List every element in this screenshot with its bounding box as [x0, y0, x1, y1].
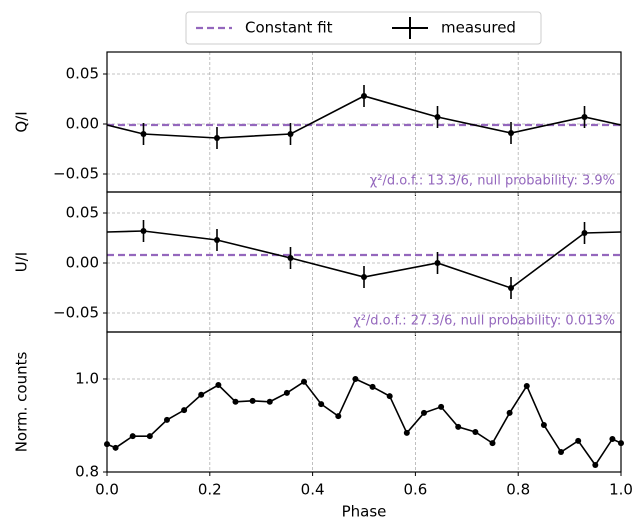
data-point — [575, 437, 582, 444]
data-point — [283, 389, 290, 396]
data-point — [249, 397, 256, 404]
data-point — [129, 433, 136, 440]
data-point — [181, 407, 188, 414]
plot-frame — [106, 331, 622, 473]
legend: Constant fit measured — [185, 11, 542, 45]
data-point — [140, 228, 147, 234]
x-tick-label: 0.8 — [506, 481, 530, 499]
data-point — [352, 375, 359, 382]
x-tick-label: 0.4 — [301, 481, 325, 499]
data-point — [489, 440, 496, 447]
data-point — [318, 401, 325, 408]
data-point — [420, 409, 427, 416]
x-tick-label: 1.0 — [609, 481, 633, 499]
data-point — [506, 409, 513, 416]
data-point — [438, 403, 445, 410]
legend-box — [185, 11, 542, 45]
data-point — [213, 237, 220, 243]
x-tick-label: 0.2 — [198, 481, 222, 499]
data-point — [540, 422, 547, 429]
y-tick-label: 0.05 — [66, 204, 99, 222]
y-tick-label: 0.05 — [66, 65, 99, 83]
series-line — [106, 377, 622, 467]
data-point — [213, 135, 220, 141]
y-axis-label: U/I — [13, 252, 31, 272]
y-tick-label: 0.00 — [66, 254, 99, 272]
data-point — [386, 393, 393, 400]
data-point — [472, 429, 479, 435]
fit-annotation: χ²/d.o.f.: 27.3/6, null probability: 0.0… — [353, 314, 615, 329]
data-point — [523, 382, 530, 389]
x-tick-label: 0.0 — [95, 481, 119, 499]
data-point — [215, 382, 222, 389]
data-point — [455, 423, 462, 430]
data-point — [403, 429, 410, 436]
y-tick-label: 1.0 — [75, 369, 99, 387]
data-point — [558, 449, 565, 455]
legend-label: Constant fit — [245, 19, 333, 37]
data-point — [232, 398, 239, 405]
data-point — [198, 391, 205, 398]
data-point — [369, 383, 376, 390]
data-point — [592, 462, 599, 469]
data-point — [266, 398, 273, 405]
y-tick-label: 0.00 — [66, 115, 99, 133]
y-axis-label: Q/I — [13, 111, 31, 132]
data-point — [434, 260, 441, 266]
y-axis-label: Norm. counts — [13, 352, 31, 453]
fit-annotation: χ²/d.o.f.: 13.3/6, null probability: 3.9… — [370, 174, 615, 189]
data-point — [335, 413, 342, 420]
data-point — [361, 93, 367, 99]
data-point — [140, 131, 147, 137]
data-point — [287, 131, 294, 137]
data-point — [163, 416, 170, 423]
data-point — [609, 435, 616, 442]
data-point — [146, 433, 153, 440]
data-point — [434, 114, 441, 120]
legend-label: measured — [441, 19, 516, 37]
y-tick-label: −0.05 — [53, 165, 99, 183]
data-point — [301, 378, 308, 385]
data-point — [508, 285, 515, 291]
x-axis-label: Phase — [342, 503, 387, 520]
data-point — [287, 255, 294, 261]
data-point — [112, 444, 119, 451]
data-point — [508, 130, 515, 136]
data-point — [581, 230, 588, 236]
plot-frame — [106, 51, 622, 193]
y-tick-label: 0.8 — [75, 463, 99, 481]
data-point — [581, 114, 588, 120]
x-tick-label: 0.6 — [403, 481, 427, 499]
data-point — [361, 274, 367, 280]
y-tick-label: −0.05 — [53, 304, 99, 322]
